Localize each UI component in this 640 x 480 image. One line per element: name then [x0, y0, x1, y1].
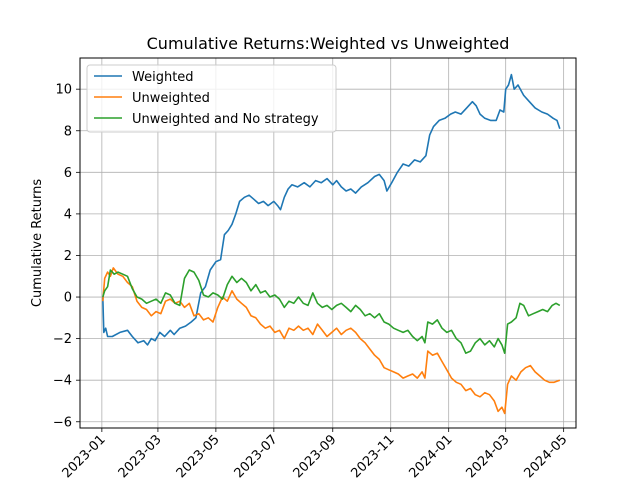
plot-frame: [79, 57, 577, 429]
legend-box: [86, 64, 337, 133]
y-axis-label: Cumulative Returns: [30, 179, 45, 307]
series-line-3: [102, 269, 561, 355]
y-tick-label: −2: [53, 332, 72, 347]
y-tick-label: 10: [55, 83, 72, 98]
legend-label: Unweighted and No strategy: [132, 112, 319, 127]
y-tick-label: 6: [64, 166, 72, 181]
chart-title: Cumulative Returns:Weighted vs Unweighte…: [147, 34, 510, 53]
y-tick-label: −6: [53, 415, 72, 430]
y-tick-label: 8: [64, 124, 72, 139]
series-line-1: [102, 73, 561, 346]
series-lines: [102, 73, 561, 415]
y-tick-label: 0: [64, 291, 72, 306]
legend-label: Weighted: [132, 70, 194, 85]
y-tick-label: 2: [64, 249, 72, 264]
y-tick-label: −4: [53, 374, 72, 389]
y-axis: −6 −4 −2 0 2 4 6 8 10: [53, 83, 80, 430]
legend: Weighted Unweighted Unweighted and No stra…: [86, 64, 337, 133]
legend-label: Unweighted: [132, 91, 210, 106]
y-tick-label: 4: [64, 207, 72, 222]
